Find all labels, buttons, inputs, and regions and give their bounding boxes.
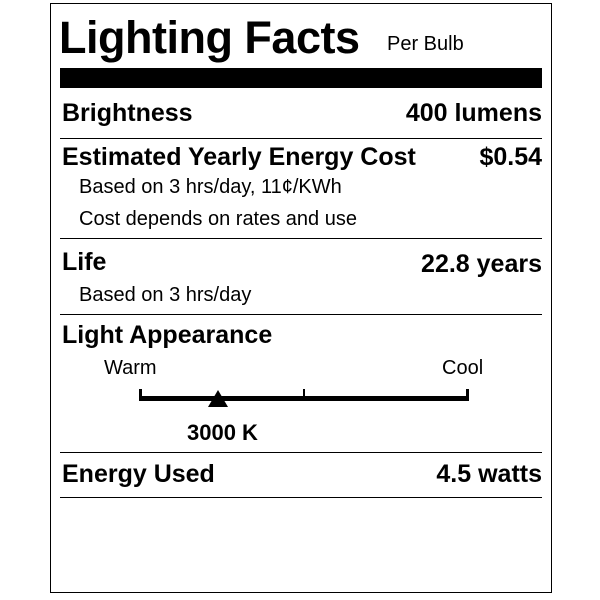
energy-value: 4.5 watts [436,460,542,488]
divider [60,452,542,453]
subtitle: Per Bulb [387,33,464,55]
divider [60,138,542,139]
appearance-label: Light Appearance [62,321,273,349]
warm-label: Warm [104,357,157,379]
brightness-label: Brightness [62,99,193,127]
divider [60,497,542,498]
title: Lighting Facts [59,12,360,63]
scale-tick [303,389,305,401]
appearance-value: 3000 K [187,420,258,445]
cost-label: Estimated Yearly Energy Cost [62,143,416,171]
cost-note-1: Based on 3 hrs/day, 11¢/KWh [79,176,342,198]
life-note: Based on 3 hrs/day [79,284,252,306]
brightness-value: 400 lumens [405,99,542,127]
divider [60,314,542,315]
cost-note-2: Cost depends on rates and use [79,208,357,230]
label-border [50,3,552,593]
cost-value: $0.54 [479,143,542,171]
life-label: Life [62,248,107,276]
divider [60,238,542,239]
triangle-marker-icon [208,390,229,407]
title-bar [60,68,542,88]
color-temperature-scale [139,389,469,407]
scale-tick [139,389,142,401]
cool-label: Cool [442,357,484,379]
energy-label: Energy Used [62,460,215,488]
life-value: 22.8 years [421,250,542,278]
scale-tick [466,389,469,401]
